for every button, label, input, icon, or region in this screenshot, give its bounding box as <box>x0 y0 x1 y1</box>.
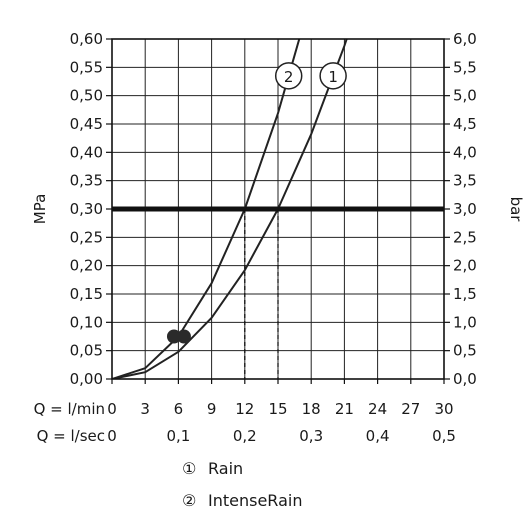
y-right-tick-label: 4,0 <box>453 143 477 161</box>
y-right-tick-label: 5,0 <box>453 87 477 105</box>
x-axis-1-tick-label: 12 <box>235 400 254 418</box>
y-left-tick-label: 0,20 <box>70 257 103 275</box>
legend-marker: ② <box>182 491 197 510</box>
y-right-tick-label: 0,0 <box>453 370 477 388</box>
series-1-marker-label: 1 <box>328 68 338 86</box>
y-left-tick-label: 0,10 <box>70 313 103 331</box>
x-axis-2-prefix: Q = l/sec <box>37 427 105 445</box>
y-right-tick-label: 2,0 <box>453 257 477 275</box>
legend-marker: ① <box>182 459 197 478</box>
y-right-tick-label: 6,0 <box>453 30 477 48</box>
y-left-tick-label: 0,55 <box>70 58 103 76</box>
y-left-tick-label: 0,50 <box>70 87 103 105</box>
x-axis-2-tick-label: 0,2 <box>233 427 257 445</box>
x-axis-1-tick-label: 24 <box>368 400 387 418</box>
x-axis-1-tick-label: 3 <box>140 400 150 418</box>
y-right-axis-title: bar <box>507 197 525 223</box>
series-2-marker-circle <box>274 62 303 90</box>
y-left-tick-label: 0,45 <box>70 115 103 133</box>
series-2-operating-point <box>166 329 181 344</box>
x-axis-2-tick-label: 0,3 <box>299 427 323 445</box>
y-left-tick-label: 0,00 <box>70 370 103 388</box>
y-right-tick-label: 1,5 <box>453 285 477 303</box>
legend-label: Rain <box>208 459 244 478</box>
x-axis-1-tick-label: 27 <box>401 400 420 418</box>
y-right-tick-label: 1,0 <box>453 313 477 331</box>
series-2-curve <box>112 39 301 379</box>
legend-item-intenserain: ② IntenseRain <box>182 491 302 510</box>
y-right-tick-label: 2,5 <box>453 228 477 246</box>
x-axis-1-tick-label: 0 <box>107 400 117 418</box>
x-axis-1-tick-label: 15 <box>268 400 287 418</box>
y-right-tick-label: 0,5 <box>453 342 477 360</box>
x-axis-2-tick-label: 0,1 <box>166 427 190 445</box>
x-axis-2-tick-label: 0,4 <box>366 427 390 445</box>
x-axis-1-tick-label: 30 <box>434 400 453 418</box>
x-axis-1-tick-label: 6 <box>174 400 184 418</box>
x-axis-2-tick-label: 0 <box>107 427 117 445</box>
y-left-tick-label: 0,05 <box>70 342 103 360</box>
y-right-tick-label: 4,5 <box>453 115 477 133</box>
series-1-marker-circle <box>319 62 347 90</box>
y-left-tick-label: 0,40 <box>70 143 103 161</box>
x-axis-1-tick-label: 9 <box>207 400 217 418</box>
y-left-tick-label: 0,25 <box>70 228 103 246</box>
y-left-axis-title: MPa <box>31 194 49 225</box>
x-axis-2-tick-label: 0,5 <box>432 427 456 445</box>
y-right-tick-label: 3,5 <box>453 172 477 190</box>
series-1-operating-point <box>176 329 191 344</box>
legend-item-rain: ① Rain <box>182 459 243 478</box>
y-right-tick-label: 5,5 <box>453 58 477 76</box>
legend-label: IntenseRain <box>208 491 303 510</box>
y-left-tick-label: 0,30 <box>70 200 103 218</box>
x-axis-1-tick-label: 21 <box>335 400 354 418</box>
series-2-marker-label: 2 <box>284 68 294 86</box>
y-right-tick-label: 3,0 <box>453 200 477 218</box>
y-left-tick-label: 0,35 <box>70 172 103 190</box>
x-axis-1-tick-label: 18 <box>302 400 321 418</box>
x-axis-1-prefix: Q = l/min <box>34 400 105 418</box>
y-left-tick-label: 0,60 <box>70 30 103 48</box>
y-left-tick-label: 0,15 <box>70 285 103 303</box>
